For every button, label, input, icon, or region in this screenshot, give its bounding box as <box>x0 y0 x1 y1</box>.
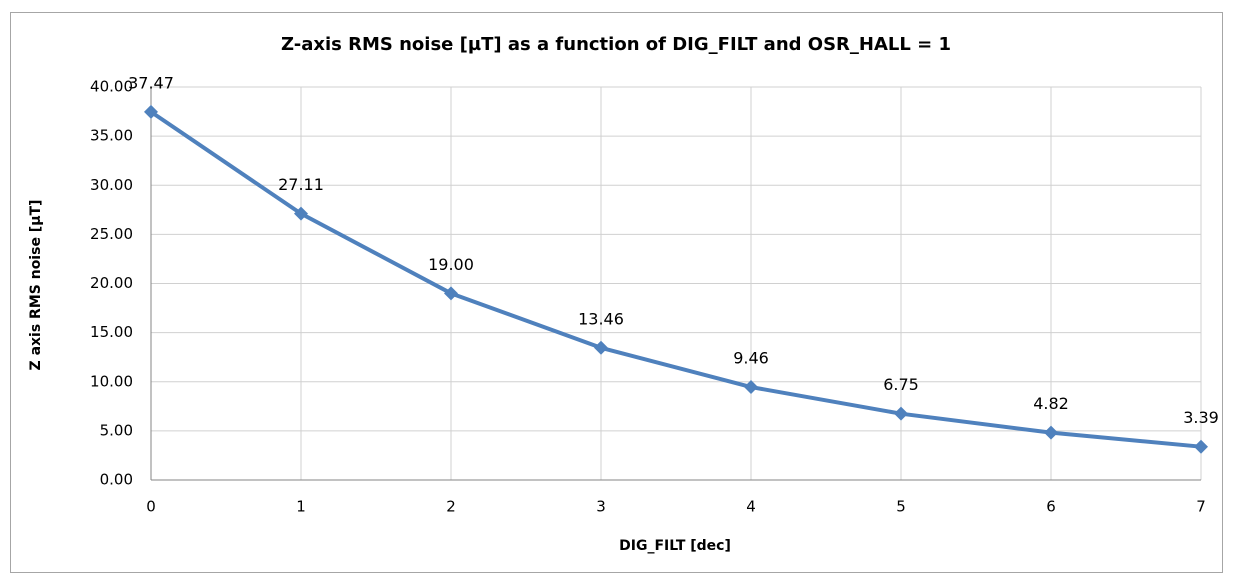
data-label: 9.46 <box>733 349 769 368</box>
marker <box>1044 425 1058 440</box>
data-label: 37.47 <box>128 73 174 92</box>
x-tick-label: 6 <box>1046 498 1056 516</box>
x-tick-label: 4 <box>746 498 756 516</box>
line <box>149 110 1202 449</box>
marker <box>294 206 308 221</box>
y-tick-label: 35.00 <box>90 127 133 145</box>
marker <box>1194 439 1208 454</box>
y-tick-label: 15.00 <box>90 323 133 341</box>
y-tick-label: 5.00 <box>100 421 133 439</box>
x-axis-label: DIG_FILT [dec] <box>619 538 731 554</box>
x-tick-label: 1 <box>296 498 306 516</box>
y-tick-label: 20.00 <box>90 274 133 292</box>
x-tick-label: 2 <box>446 498 456 516</box>
data-label: 13.46 <box>578 309 624 328</box>
y-tick-label: 25.00 <box>90 225 133 243</box>
y-tick-label: 30.00 <box>90 176 133 194</box>
y-axis-label: Z axis RMS noise [µT] <box>28 200 44 371</box>
marker <box>144 104 158 119</box>
data-label: 3.39 <box>1183 408 1219 427</box>
y-tick-label: 40.00 <box>90 78 133 96</box>
data-label: 27.11 <box>278 175 324 194</box>
marker <box>894 406 908 421</box>
marker <box>594 340 608 355</box>
x-tick-label: 7 <box>1196 498 1206 516</box>
chart-title: Z-axis RMS noise [µT] as a function of D… <box>281 34 951 55</box>
chart-frame <box>10 12 1223 573</box>
data-label: 6.75 <box>883 375 919 394</box>
data-label: 19.00 <box>428 255 474 274</box>
data-label: 4.82 <box>1033 394 1069 413</box>
marker <box>444 286 458 301</box>
x-tick-label: 0 <box>146 498 156 516</box>
x-tick-label: 3 <box>596 498 606 516</box>
marker <box>744 380 758 395</box>
x-tick-label: 5 <box>896 498 906 516</box>
y-tick-label: 0.00 <box>100 471 133 489</box>
y-tick-label: 10.00 <box>90 372 133 390</box>
